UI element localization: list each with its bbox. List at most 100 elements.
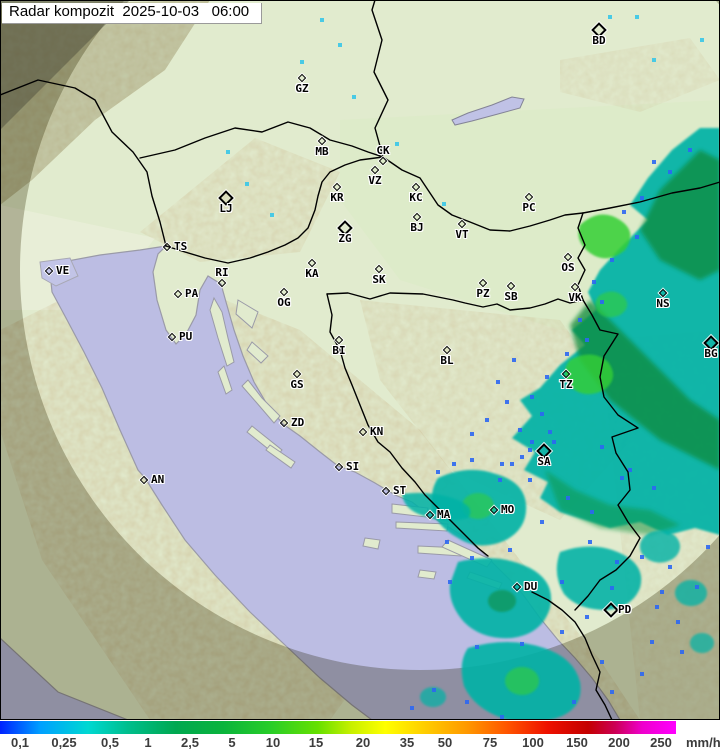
station-label-AN: AN <box>151 473 165 486</box>
station-label-DU: DU <box>524 580 538 593</box>
station-label-CK: CK <box>376 144 390 157</box>
scale-tick-15: 15 <box>308 735 324 750</box>
station-label-TZ: TZ <box>559 378 573 391</box>
station-label-ZG: ZG <box>338 232 352 245</box>
station-marker-PD <box>603 602 619 618</box>
scale-tick-0_1: 0,1 <box>10 735 30 750</box>
coverage-dim <box>1 1 719 719</box>
station-marker-VT <box>457 219 467 229</box>
station-label-BJ: BJ <box>410 221 424 234</box>
station-marker-CK <box>378 156 388 166</box>
station-marker-BI <box>334 335 344 345</box>
scale-tick-50: 50 <box>437 735 453 750</box>
station-label-BI: BI <box>332 344 346 357</box>
station-label-SK: SK <box>372 273 386 286</box>
station-label-ST: ST <box>393 484 407 497</box>
scale-tick-150: 150 <box>566 735 588 750</box>
scale-tick-100: 100 <box>522 735 544 750</box>
station-label-NS: NS <box>656 297 670 310</box>
station-marker-GS <box>292 369 302 379</box>
station-marker-TZ <box>561 369 571 379</box>
station-label-VE: VE <box>56 264 70 277</box>
station-marker-PZ <box>478 278 488 288</box>
station-marker-KR <box>332 182 342 192</box>
station-marker-MO <box>489 505 499 515</box>
station-label-VZ: VZ <box>368 174 382 187</box>
station-marker-KA <box>307 258 317 268</box>
scale-unit-label: mm/h <box>686 735 720 750</box>
borders <box>1 1 719 719</box>
station-marker-PC <box>524 192 534 202</box>
station-marker-SK <box>374 264 384 274</box>
station-marker-SB <box>506 281 516 291</box>
station-marker-GZ <box>297 73 307 83</box>
intensity-gradient-bar <box>0 721 676 734</box>
station-label-SI: SI <box>346 460 360 473</box>
station-label-MA: MA <box>437 508 451 521</box>
station-label-GS: GS <box>290 378 304 391</box>
station-label-BD: BD <box>592 34 606 47</box>
station-label-TS: TS <box>174 240 188 253</box>
islands <box>209 296 503 590</box>
station-label-SA: SA <box>537 455 551 468</box>
station-marker-RI <box>217 278 227 288</box>
station-marker-BJ <box>412 212 422 222</box>
station-label-LJ: LJ <box>219 202 233 215</box>
station-marker-VZ <box>370 165 380 175</box>
station-label-OS: OS <box>561 261 575 274</box>
station-label-BG: BG <box>704 347 718 360</box>
station-marker-AN <box>139 475 149 485</box>
station-marker-NS <box>658 288 668 298</box>
station-label-MO: MO <box>501 503 515 516</box>
station-marker-KN <box>358 427 368 437</box>
station-label-PZ: PZ <box>476 287 490 300</box>
scale-tick-2_5: 2,5 <box>180 735 200 750</box>
intensity-scale: 0,1 0,25 0,5 1 2,5 5 10 15 20 35 50 75 100 150 200 250 … <box>0 720 720 751</box>
station-marker-TS <box>162 242 172 252</box>
station-label-GZ: GZ <box>295 82 309 95</box>
station-label-KA: KA <box>305 267 319 280</box>
station-marker-PA <box>173 289 183 299</box>
scale-tick-1: 1 <box>144 735 152 750</box>
station-label-KR: KR <box>330 191 344 204</box>
station-marker-ZD <box>279 418 289 428</box>
scale-tick-0_5: 0,5 <box>100 735 120 750</box>
station-label-PC: PC <box>522 201 536 214</box>
station-marker-MB <box>317 136 327 146</box>
station-marker-SI <box>334 462 344 472</box>
station-marker-DU <box>512 582 522 592</box>
scale-tick-0_25: 0,25 <box>51 735 77 750</box>
station-label-RI: RI <box>215 266 229 279</box>
station-label-KC: KC <box>409 191 423 204</box>
station-label-VT: VT <box>455 228 469 241</box>
station-marker-PU <box>167 332 177 342</box>
station-label-OG: OG <box>277 296 291 309</box>
station-marker-VK <box>570 282 580 292</box>
station-label-ZD: ZD <box>291 416 305 429</box>
station-label-MB: MB <box>315 145 329 158</box>
station-marker-MA <box>425 510 435 520</box>
precipitation <box>226 15 719 719</box>
station-layer: BD GZ MB CK VZ KR KC PC LJ BJ VT ZG TS OS KA SK VE RI PZ SB… <box>1 1 719 719</box>
station-label-PA: PA <box>185 287 199 300</box>
scale-tick-10: 10 <box>265 735 281 750</box>
station-marker-ST <box>381 486 391 496</box>
radar-map: BD GZ MB CK VZ KR KC PC LJ BJ VT ZG TS OS KA SK VE RI PZ SB… <box>0 0 720 720</box>
station-marker-VE <box>44 266 54 276</box>
scale-tick-200: 200 <box>608 735 630 750</box>
station-label-SB: SB <box>504 290 518 303</box>
map-title: Radar kompozit 2025-10-03 06:00 <box>2 3 263 24</box>
station-label-PD: PD <box>618 603 632 616</box>
scale-tick-20: 20 <box>355 735 371 750</box>
scale-tick-35: 35 <box>399 735 415 750</box>
scale-tick-75: 75 <box>482 735 498 750</box>
scale-tick-250: 250 <box>650 735 672 750</box>
map-graphic <box>1 1 719 719</box>
scale-tick-5: 5 <box>228 735 236 750</box>
lake-balaton <box>451 96 525 126</box>
station-marker-BL <box>442 345 452 355</box>
station-label-KN: KN <box>370 425 384 438</box>
station-label-PU: PU <box>179 330 193 343</box>
station-label-VK: VK <box>568 291 582 304</box>
